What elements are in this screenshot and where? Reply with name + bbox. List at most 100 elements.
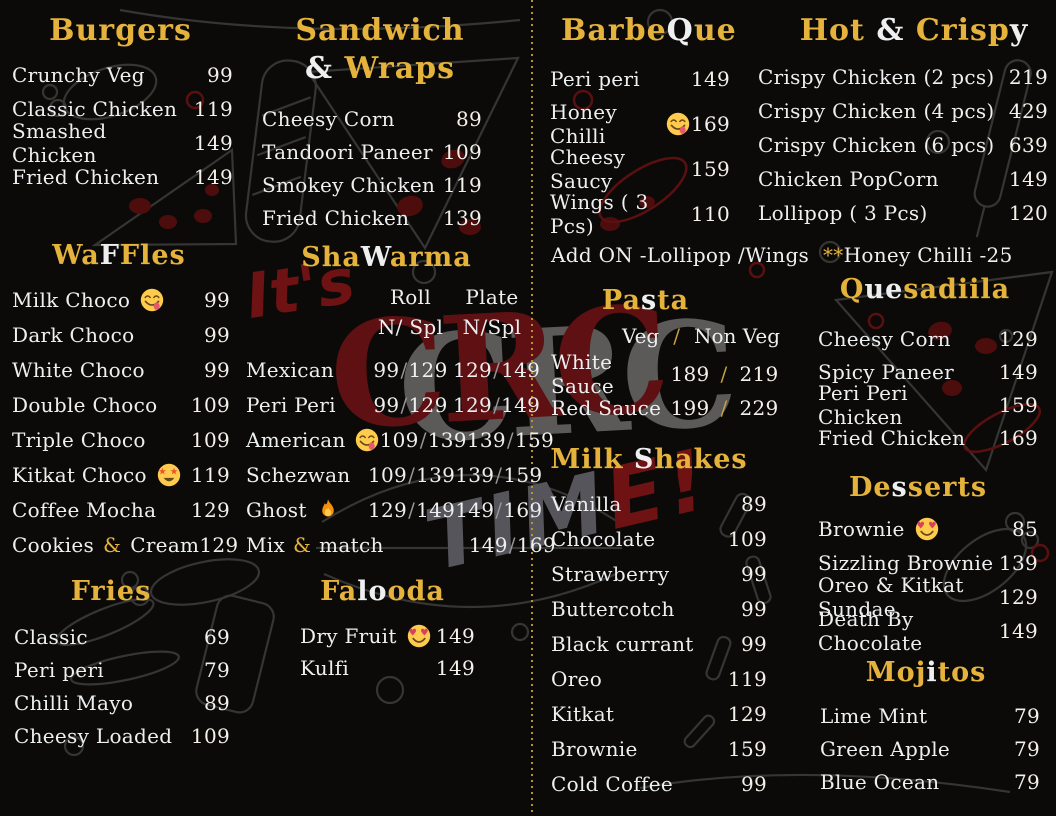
section-pasta: Pasta Veg / Non Veg White Sauce 189 / 219 Red Sa… <box>545 283 790 425</box>
item-name: Mexican <box>246 358 368 382</box>
item-price: 69 <box>203 624 230 649</box>
text-part: Kulfi <box>300 656 350 680</box>
shawarma-column-headers: Roll Plate <box>246 282 530 312</box>
item-price: 119 <box>727 666 767 691</box>
menu-item: Mexican 99/129 129/149 <box>246 352 540 387</box>
section-desserts: Desserts Brownie ♥ ♥ 85 Sizzling Brownie 139 Or… <box>812 470 1038 655</box>
text-part: Chilli Mayo <box>14 690 134 715</box>
section-title-waffles: WaFFles <box>8 238 230 274</box>
text-part: Kitkat Choco <box>12 462 147 487</box>
item-price: 109 <box>727 526 767 551</box>
text-part: lo <box>357 576 388 607</box>
item-price: 149 <box>193 131 233 155</box>
item-price: 429 <box>1008 99 1048 123</box>
text-part: Brownie <box>818 517 905 541</box>
section-items: Brownie ♥ ♥ 85 Sizzling Brownie 139 Oreo & Kit… <box>812 512 1038 655</box>
item-name: Double Choco <box>12 393 157 417</box>
text-part: White Sauce <box>551 350 615 398</box>
menu-item: Tandoori Paneer 109 <box>262 135 482 168</box>
menu-item: Honey Chilli 169 <box>550 99 730 148</box>
item-price: 169 <box>690 111 730 136</box>
item-price: 159 <box>690 156 730 181</box>
item-name: Crispy Chicken (2 pcs) <box>758 65 995 89</box>
menu-item: Chicken PopCorn 149 <box>758 162 1048 196</box>
menu-item: Lime Mint 79 <box>820 699 1040 732</box>
text-part: Peri peri <box>14 657 105 682</box>
text-part: Crispy Chicken (4 pcs) <box>758 99 995 123</box>
item-name: Smashed Chicken <box>12 119 194 167</box>
price-special: 139 <box>416 462 456 487</box>
item-price-pair: 109/139 <box>368 463 455 487</box>
heart-eyes-emoji-icon: ♥ ♥ <box>914 516 940 542</box>
text-part: serts <box>907 472 988 503</box>
slash: / <box>493 357 501 382</box>
price-special: 149 <box>416 497 456 522</box>
text-part: Oreo & Kitkat Sundae <box>818 573 964 621</box>
section-items: Vanilla 89 Chocolate 109 Strawberry 99 Butterc… <box>545 486 767 801</box>
text-part: y <box>1009 13 1029 48</box>
text-part: Kitkat <box>551 701 615 726</box>
item-name: Schezwan <box>246 463 368 487</box>
text-part: Fried Chicken <box>262 205 410 230</box>
slash: / <box>419 427 427 452</box>
svg-text:♥: ♥ <box>408 628 417 639</box>
menu-item: Peri peri 149 <box>550 56 730 101</box>
text-part: Burgers <box>49 13 192 48</box>
section-items: Peri peri 149 Honey Chilli 169 Cheesy Saucy 1… <box>545 56 730 238</box>
menu-item: Schezwan 109/139 139/159 <box>246 457 542 492</box>
text-part: ue <box>693 13 737 48</box>
honey-chilli-note: **Honey Chilli -25 <box>823 243 1013 267</box>
item-price: 149 <box>1008 167 1048 191</box>
section-sandwich-wraps: Sandwich & Wraps Cheesy Corn 89 Tandoori Pa… <box>242 12 482 234</box>
menu-item: Strawberry 99 <box>551 556 767 591</box>
veg-price: 199 <box>670 396 710 420</box>
item-name: Sizzling Brownie <box>818 551 993 575</box>
menu-item: Milk Choco 99 <box>12 282 230 317</box>
item-price: 99 <box>740 596 767 621</box>
price-special: 149 <box>501 392 541 417</box>
price-normal: 99 <box>373 392 400 417</box>
price-normal: 109 <box>379 427 419 452</box>
text-part: Barbe <box>561 13 667 48</box>
price-special: 169 <box>516 532 556 557</box>
text-part: Smashed Chicken <box>12 119 107 167</box>
item-price: 139 <box>998 551 1038 575</box>
menu-item: Blue Ocean 79 <box>820 765 1040 798</box>
section-title-milkshakes: Milk Shakes <box>545 442 767 478</box>
item-name: Crispy Chicken (6 pcs) <box>758 133 995 157</box>
text-part: Honey Chilli <box>550 99 617 148</box>
center-divider-dotted-line <box>531 0 533 816</box>
item-price: 120 <box>1008 201 1048 225</box>
item-name: Ghost <box>246 497 368 523</box>
price-normal: 129 <box>453 357 493 382</box>
text-part: Brownie <box>551 736 638 761</box>
item-price: 159 <box>727 736 767 761</box>
item-name: Peri peri <box>550 67 640 91</box>
text-part: Sizzling Brownie <box>818 551 994 575</box>
item-price: 639 <box>1008 133 1048 157</box>
section-items: Classic 69 Peri peri 79 Chilli Mayo 89 Cheesy … <box>8 620 230 752</box>
menu-item: Classic 69 <box>14 620 230 653</box>
text-part: Triple Choco <box>12 427 146 452</box>
menu-item: Crunchy Veg 99 <box>12 58 233 92</box>
price-normal: 139 <box>455 462 495 487</box>
item-price-pair: 139/159 <box>455 463 542 487</box>
item-name: Cookies & Cream <box>12 533 199 557</box>
text-part: Vanilla <box>551 491 622 516</box>
item-name: Crunchy Veg <box>12 63 145 87</box>
text-part: oda <box>387 576 445 607</box>
section-title-shawarma: ShaWarma <box>243 240 530 276</box>
text-part: hakes <box>654 444 748 475</box>
menu-item: Crispy Chicken (6 pcs) 639 <box>758 128 1048 162</box>
menu-item: Peri peri 79 <box>14 653 230 686</box>
item-name: Fried Chicken <box>12 165 159 189</box>
text-part: American <box>246 427 346 452</box>
slash: / <box>720 396 728 420</box>
price-normal: 139 <box>466 427 506 452</box>
text-part: Crisp <box>904 13 1010 48</box>
menu-item: Coffee Mocha 129 <box>12 492 230 527</box>
item-price: 139 <box>442 205 482 230</box>
item-name: Tandoori Paneer <box>262 140 433 164</box>
item-name: Crispy Chicken (4 pcs) <box>758 99 995 123</box>
item-name: Vanilla <box>551 492 622 516</box>
